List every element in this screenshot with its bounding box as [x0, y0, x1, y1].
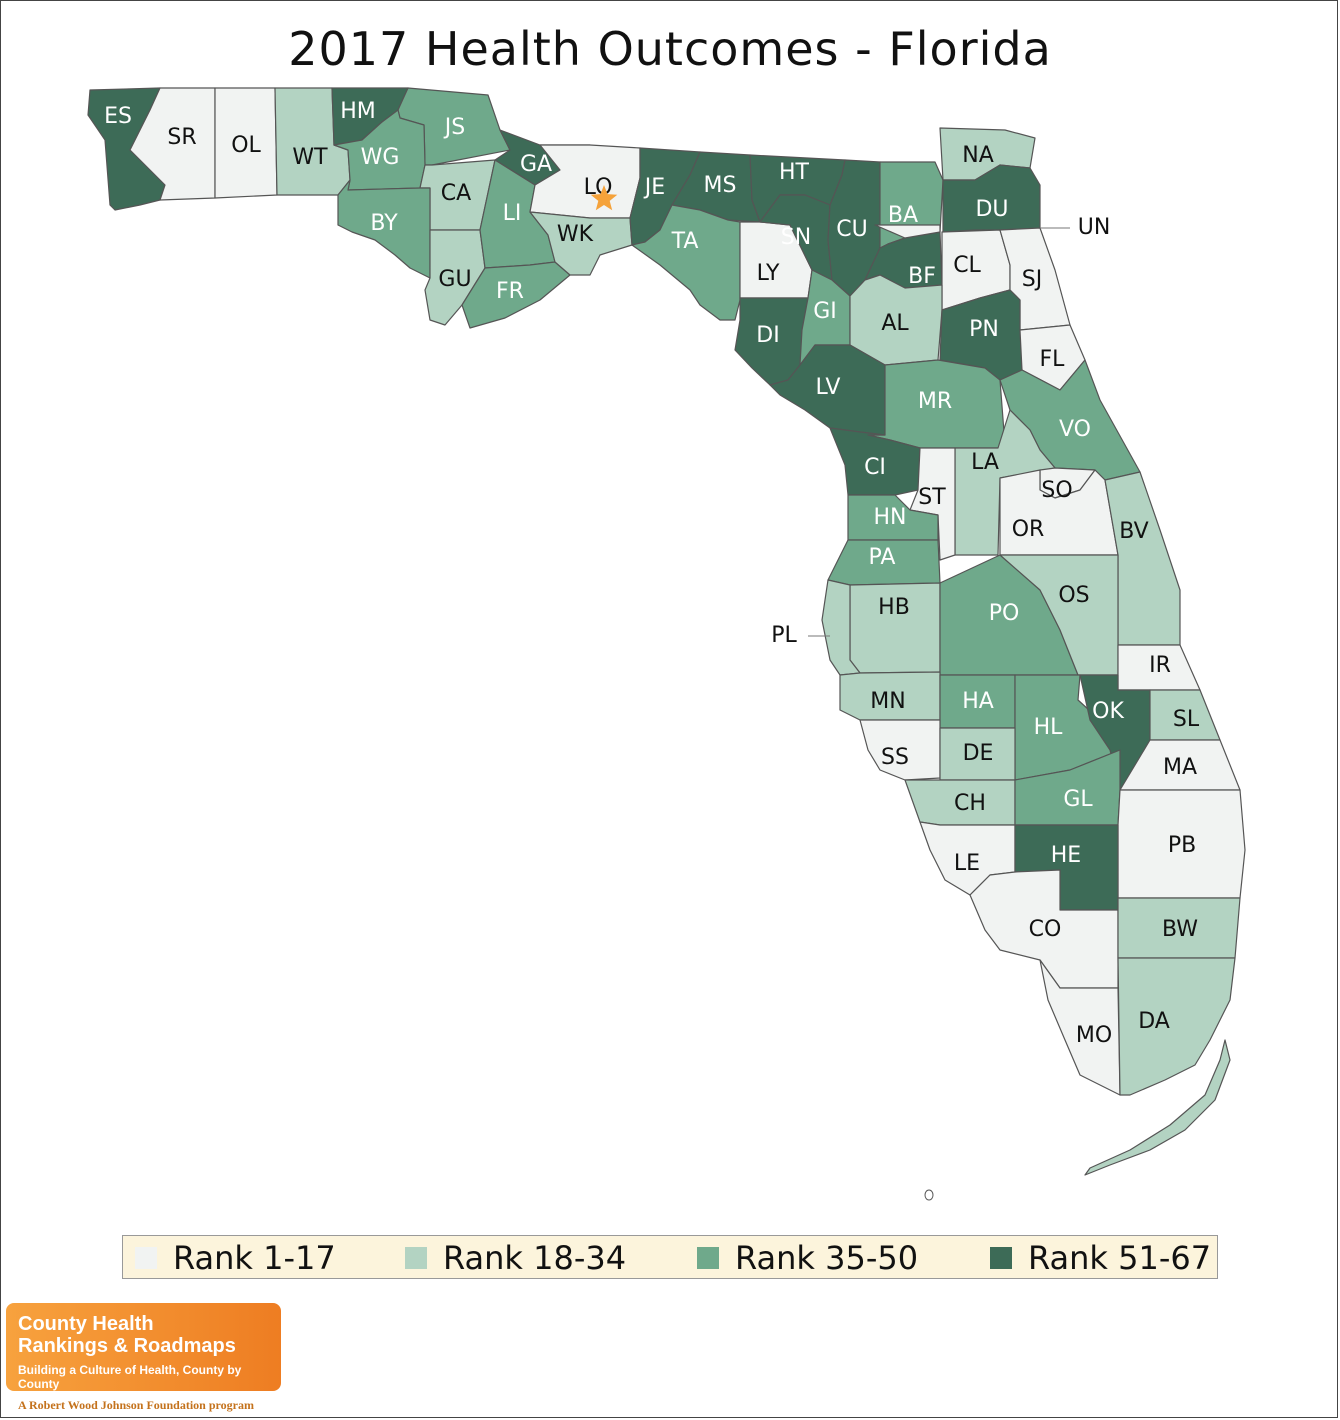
- county-label-pn: PN: [969, 317, 999, 342]
- county-label-gu: GU: [438, 267, 471, 292]
- county-label-os: OS: [1058, 583, 1089, 608]
- county-label-ol: OL: [231, 133, 261, 158]
- legend-item: Rank 18-34: [405, 1236, 626, 1280]
- legend-label: Rank 35-50: [735, 1239, 919, 1277]
- county-label-de: DE: [963, 741, 994, 766]
- county-label-ca: CA: [441, 181, 471, 206]
- county-label-vo: VO: [1059, 417, 1091, 442]
- county-fr[interactable]: [461, 261, 571, 329]
- county-label-gl: GL: [1063, 787, 1093, 812]
- county-label-ha: HA: [962, 689, 994, 714]
- county-label-al: AL: [881, 311, 909, 336]
- county-label-ms: MS: [704, 173, 737, 198]
- county-label-es: ES: [104, 104, 132, 129]
- county-label-pl: PL: [771, 623, 797, 648]
- county-label-wk: WK: [557, 222, 594, 247]
- legend-item: Rank 51-67: [990, 1236, 1211, 1280]
- legend-swatch: [990, 1247, 1012, 1269]
- county-label-ly: LY: [757, 261, 780, 286]
- county-label-ta: TA: [671, 229, 699, 254]
- county-label-ht: HT: [779, 160, 810, 185]
- county-label-ci: CI: [864, 455, 886, 480]
- county-label-by: BY: [370, 211, 398, 236]
- county-label-cu: CU: [836, 217, 867, 242]
- county-label-wg: WG: [361, 145, 400, 170]
- county-label-hb: HB: [878, 595, 910, 620]
- map-title: 2017 Health Outcomes - Florida: [288, 22, 1052, 76]
- county-label-ch: CH: [954, 791, 986, 816]
- county-st[interactable]: [909, 447, 956, 561]
- legend-label: Rank 1-17: [173, 1239, 336, 1277]
- legend-item: Rank 35-50: [697, 1236, 918, 1280]
- county-label-sr: SR: [167, 125, 196, 150]
- county-label-lv: LV: [816, 375, 841, 400]
- county-label-pa: PA: [869, 545, 896, 570]
- county-label-js: JS: [443, 115, 465, 140]
- county-label-la: LA: [971, 450, 999, 475]
- florida-keys: [1084, 1039, 1231, 1176]
- county-label-wt: WT: [292, 145, 328, 170]
- county-mo[interactable]: [1039, 959, 1121, 1096]
- county-label-co: CO: [1029, 917, 1062, 942]
- county-un[interactable]: [874, 224, 941, 239]
- legend-swatch: [405, 1247, 427, 1269]
- island-outline: [924, 1189, 934, 1201]
- county-label-ba: BA: [888, 203, 918, 228]
- county-label-po: PO: [989, 601, 1020, 626]
- county-label-ma: MA: [1163, 755, 1197, 780]
- county-label-ss: SS: [881, 745, 909, 770]
- logo-line-2: Rankings & Roadmaps: [18, 1335, 236, 1357]
- chrr-logo: County Health Rankings & Roadmaps Buildi…: [6, 1303, 281, 1391]
- county-label-ga: GA: [520, 152, 552, 177]
- legend-label: Rank 18-34: [443, 1239, 627, 1277]
- county-label-fr: FR: [496, 279, 524, 304]
- county-label-fl: FL: [1040, 347, 1066, 372]
- county-label-un: UN: [1078, 215, 1111, 240]
- legend-swatch: [135, 1247, 157, 1269]
- county-label-mn: MN: [870, 689, 905, 714]
- county-label-cl: CL: [953, 253, 981, 278]
- county-label-bw: BW: [1162, 917, 1198, 942]
- county-label-ir: IR: [1149, 653, 1171, 678]
- county-label-hl: HL: [1034, 715, 1064, 740]
- county-label-gi: GI: [813, 299, 837, 324]
- county-label-le: LE: [954, 851, 980, 876]
- county-label-ok: OK: [1092, 699, 1124, 724]
- county-label-sj: SJ: [1022, 267, 1042, 292]
- county-label-hn: HN: [874, 505, 907, 530]
- logo-line-1: County Health: [18, 1313, 154, 1335]
- legend-label: Rank 51-67: [1028, 1239, 1212, 1277]
- county-label-li: LI: [503, 201, 522, 226]
- county-label-bv: BV: [1119, 519, 1148, 544]
- county-la[interactable]: [954, 409, 1056, 556]
- county-label-je: JE: [643, 175, 665, 200]
- county-label-sn: SN: [781, 225, 811, 250]
- county-label-da: DA: [1138, 1009, 1170, 1034]
- county-label-mr: MR: [918, 389, 952, 414]
- legend-swatch: [697, 1247, 719, 1269]
- county-label-na: NA: [962, 143, 994, 168]
- county-by[interactable]: [337, 179, 431, 279]
- county-label-bf: BF: [908, 264, 936, 289]
- county-label-du: DU: [975, 197, 1008, 222]
- rwjf-credit: A Robert Wood Johnson Foundation program: [18, 1398, 254, 1412]
- county-label-st: ST: [918, 485, 946, 510]
- county-da[interactable]: [1117, 957, 1236, 1096]
- logo-tagline: Building a Culture of Health, County by …: [18, 1363, 242, 1391]
- county-label-so: SO: [1041, 478, 1072, 503]
- legend-item: Rank 1-17: [135, 1236, 336, 1280]
- legend: Rank 1-17 Rank 18-34 Rank 35-50 Rank 51-67: [122, 1235, 1218, 1279]
- county-label-pb: PB: [1168, 833, 1196, 858]
- capital-star-icon: [590, 185, 618, 211]
- county-label-or: OR: [1012, 517, 1045, 542]
- county-label-mo: MO: [1076, 1023, 1112, 1048]
- county-wk[interactable]: [529, 211, 633, 276]
- county-label-di: DI: [756, 323, 779, 348]
- county-label-he: HE: [1051, 843, 1081, 868]
- county-label-hm: HM: [340, 99, 376, 124]
- county-label-sl: SL: [1173, 707, 1200, 732]
